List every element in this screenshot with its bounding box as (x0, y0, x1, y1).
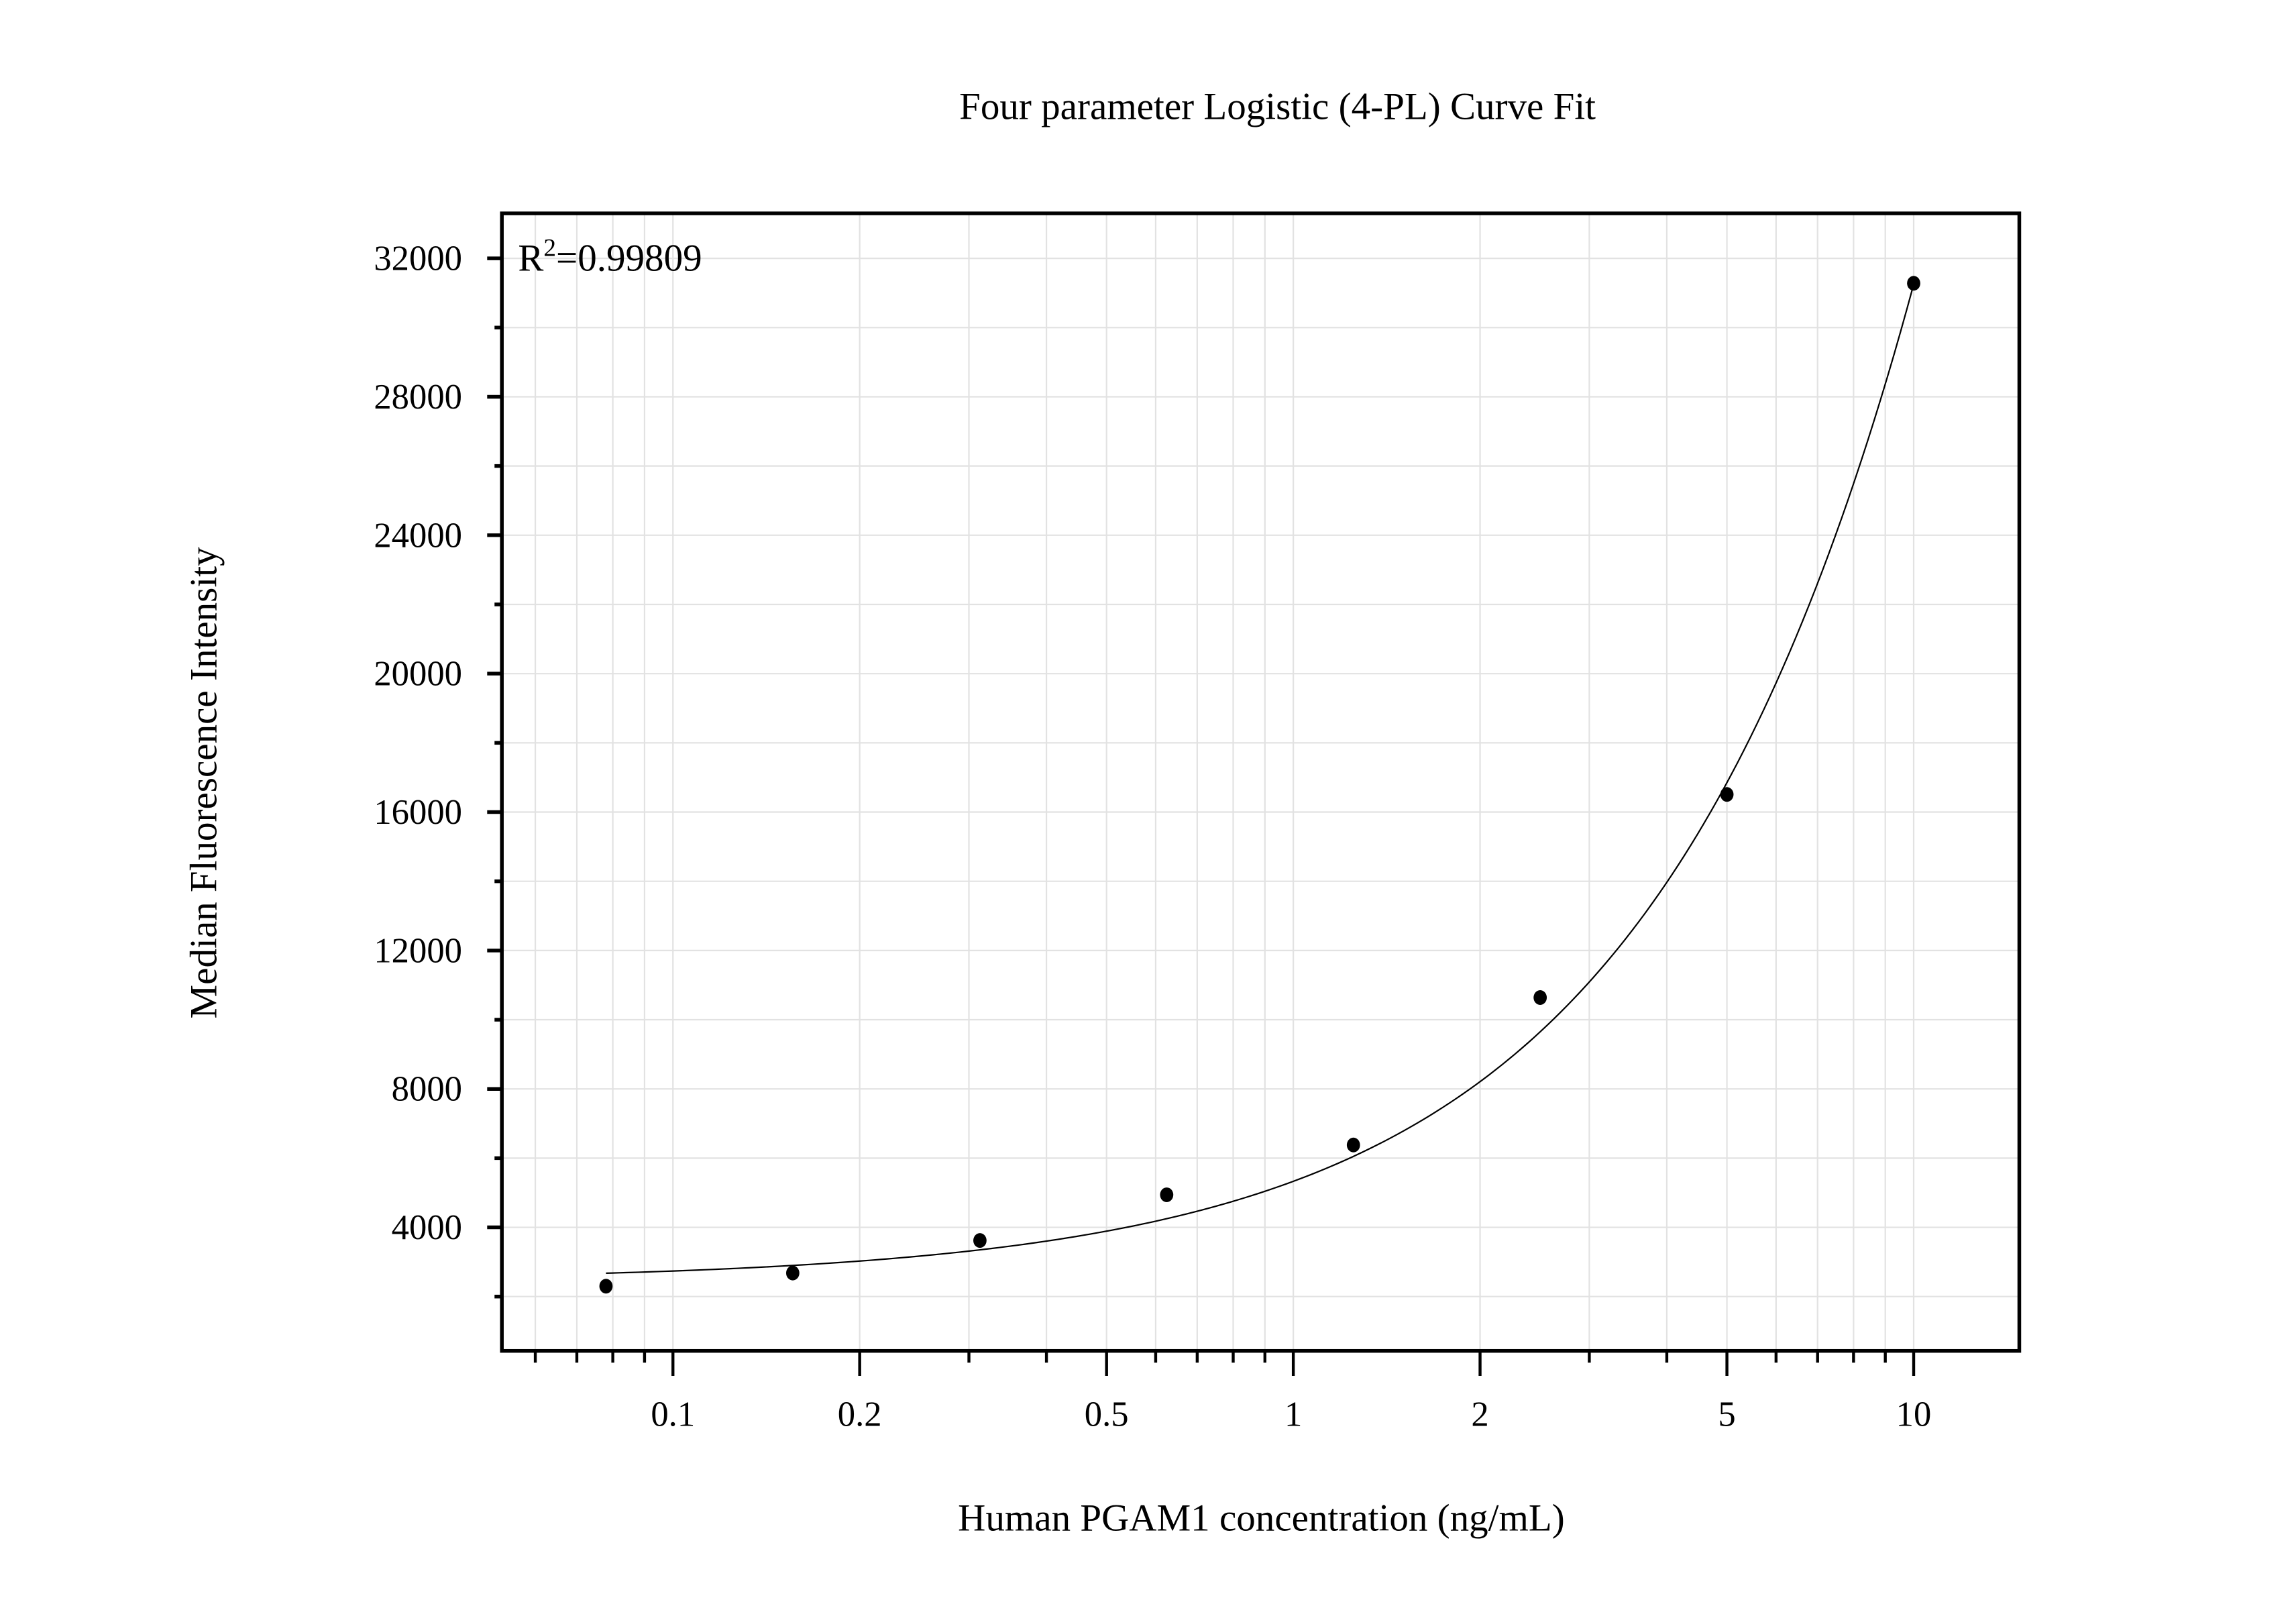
x-tick-label: 10 (1896, 1395, 1932, 1434)
data-point (785, 1265, 800, 1281)
y-tick-label: 4000 (392, 1208, 462, 1247)
y-tick-label: 28000 (374, 378, 462, 417)
data-point (1533, 990, 1547, 1005)
data-point (1720, 787, 1734, 802)
y-tick-label: 24000 (374, 516, 462, 555)
plot-frame (500, 211, 2022, 1353)
data-point (1346, 1137, 1360, 1153)
fit-curve (606, 284, 1915, 1275)
data-points (599, 276, 1920, 1294)
y-tick-label: 32000 (374, 239, 462, 278)
data-point (973, 1233, 987, 1248)
x-tick-label: 1 (1284, 1395, 1302, 1434)
r-squared-annotation: R2=0.99809 (518, 235, 702, 280)
x-tick-label: 0.5 (1085, 1395, 1129, 1434)
y-tick-label: 20000 (374, 655, 462, 694)
ticks: 0.1 0.2 0.5 1 2 5 10 4000 8000 12000 16000 20000 240… (374, 239, 1931, 1434)
grid (502, 213, 2020, 1351)
x-axis-label: Human PGAM1 concentration (ng/mL) (958, 1497, 1565, 1539)
x-tick-label: 0.2 (838, 1395, 882, 1434)
x-tick-label: 2 (1471, 1395, 1488, 1434)
data-point (1160, 1187, 1174, 1203)
y-axis-label: Median Fluorescence Intensity (183, 547, 225, 1019)
y-tick-label: 16000 (374, 793, 462, 832)
y-tick-label: 8000 (392, 1070, 462, 1109)
x-tick-label: 5 (1718, 1395, 1735, 1434)
data-point (599, 1279, 613, 1294)
data-point (1907, 276, 1920, 291)
y-tick-label: 12000 (374, 931, 462, 970)
x-tick-label: 0.1 (651, 1395, 695, 1434)
chart-title: Four parameter Logistic (4-PL) Curve Fit (959, 86, 1596, 128)
